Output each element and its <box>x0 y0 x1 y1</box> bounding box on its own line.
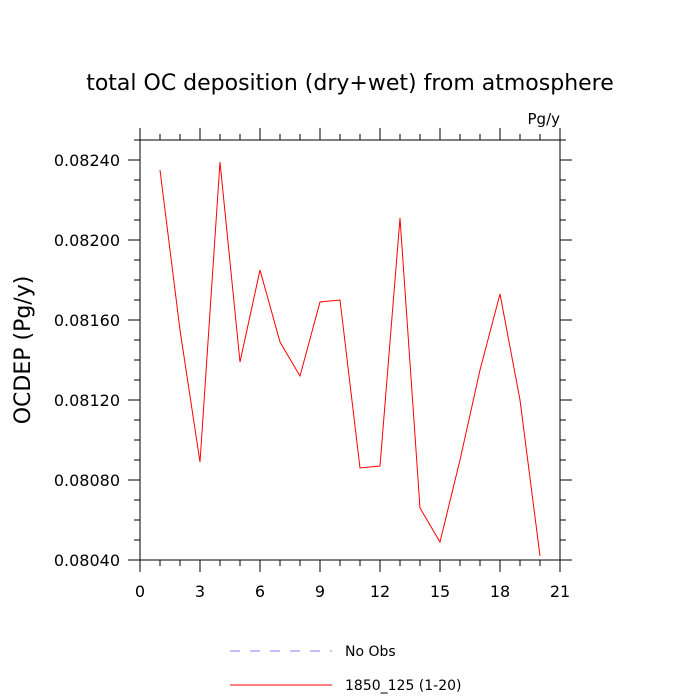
y-tick-label: 0.08040 <box>54 551 120 570</box>
x-tick-label: 15 <box>430 582 450 601</box>
x-tick-label: 21 <box>550 582 570 601</box>
x-tick-label: 9 <box>315 582 325 601</box>
axis-tick-labels: 0 3 6 9 12 15 18 21 0.08040 0.08080 0.08120 0.08160… <box>54 151 570 601</box>
x-tick-label: 6 <box>255 582 265 601</box>
plot-frame <box>139 139 561 561</box>
chart-title: total OC deposition (dry+wet) from atmos… <box>86 71 614 96</box>
y-tick-label: 0.08120 <box>54 391 120 410</box>
y-tick-label: 0.08160 <box>54 311 120 330</box>
x-tick-label: 18 <box>490 582 510 601</box>
y-tick-label: 0.08080 <box>54 471 120 490</box>
legend-label: 1850_125 (1-20) <box>345 678 462 694</box>
axis-ticks <box>128 128 572 572</box>
legend-label: No Obs <box>345 644 396 660</box>
y-axis-label: OCDEP (Pg/y) <box>11 276 36 425</box>
x-tick-label: 3 <box>195 582 205 601</box>
series-lines <box>159 161 541 557</box>
units-label: Pg/y <box>528 110 561 128</box>
y-tick-label: 0.08200 <box>54 231 120 250</box>
y-tick-label: 0.08240 <box>54 151 120 170</box>
series-line <box>159 161 541 557</box>
x-tick-label: 0 <box>135 582 145 601</box>
legend: No Obs 1850_125 (1-20) <box>230 644 462 694</box>
x-tick-label: 12 <box>370 582 390 601</box>
